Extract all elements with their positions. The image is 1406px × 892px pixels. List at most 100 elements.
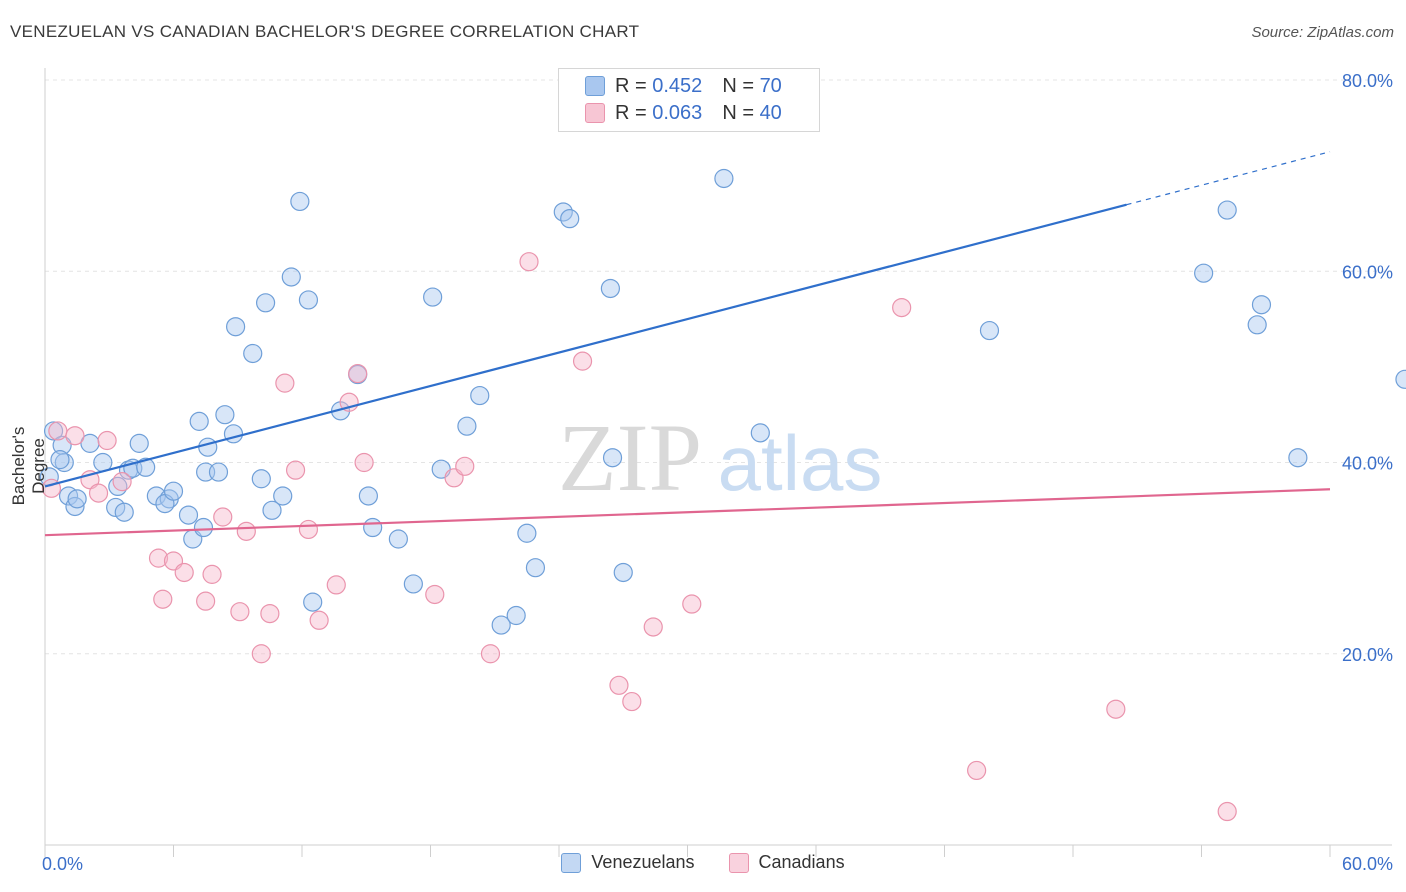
venezuelans-point: [251, 469, 271, 489]
venezuelans-trend-extension: [1126, 151, 1331, 206]
y-tick-label: 20.0%: [1342, 645, 1393, 665]
legend-r-label: R =: [615, 74, 653, 97]
y-tick-label: 60.0%: [1342, 262, 1393, 282]
legend-r-value-canadians: 0.063: [652, 101, 703, 124]
chart-source: Source: ZipAtlas.com: [1251, 24, 1394, 41]
y-axis-label: Bachelor's Degree: [9, 426, 48, 506]
legend-swatch-blue: [585, 76, 605, 96]
legend-row-canadians: R = 0.063 N = 40: [585, 100, 782, 126]
venezuelans-point: [43, 421, 64, 441]
venezuelans-point: [470, 385, 490, 406]
venezuelans-points: [39, 91, 1406, 635]
canadians-point: [65, 426, 85, 446]
venezuelans-point: [189, 411, 209, 431]
canadians-point: [455, 456, 475, 476]
venezuelans-point: [602, 448, 623, 468]
venezuelans-point: [1247, 315, 1267, 335]
canadians-point: [309, 610, 329, 630]
canadians-point: [892, 297, 912, 318]
venezuelans-point: [1251, 295, 1272, 315]
venezuelans-point: [358, 486, 378, 506]
canadians-point: [148, 548, 169, 568]
venezuelans-point: [517, 523, 537, 543]
legend-r-value-venezuelans: 0.452: [652, 74, 703, 97]
axes: [44, 68, 1392, 857]
canadians-point: [480, 644, 501, 664]
canadians-point: [682, 594, 702, 614]
venezuelans-point: [198, 437, 218, 457]
watermark-zip: ZIP: [558, 404, 702, 511]
canadians-point: [153, 589, 173, 609]
trend-lines: [44, 151, 1331, 537]
venezuelans-point: [363, 517, 383, 538]
canadians-point: [326, 575, 346, 595]
legend-n-label: N =: [722, 74, 760, 97]
venezuelans-point: [714, 168, 734, 189]
venezuelans-point: [1288, 448, 1308, 468]
venezuelans-point: [67, 489, 87, 509]
venezuelans-point: [457, 416, 477, 436]
series-legend-label-canadians: Canadians: [758, 852, 845, 872]
canadians-point: [967, 760, 987, 781]
venezuelans-point: [223, 424, 244, 444]
canadians-points: [41, 252, 1237, 822]
x-tick-label: 0.0%: [42, 854, 83, 874]
correlation-legend: R = 0.452 N = 70 R = 0.063 N = 40: [558, 68, 820, 132]
venezuelans-point: [506, 605, 526, 626]
canadians-point: [572, 351, 593, 371]
venezuelans-point: [65, 496, 85, 517]
canadians-point: [1106, 699, 1126, 719]
canadians-point: [298, 519, 319, 540]
canadians-point: [251, 644, 271, 664]
canadians-trend-line: [44, 488, 1331, 537]
canadians-point: [202, 564, 222, 584]
venezuelans-point: [208, 462, 229, 482]
series-swatch-pink: [728, 852, 749, 873]
series-swatch-blue: [561, 852, 582, 873]
canadians-point: [213, 507, 233, 527]
series-legend-label-venezuelans: Venezuelans: [591, 852, 695, 872]
venezuelans-point: [979, 320, 1000, 341]
venezuelans-point: [600, 278, 621, 299]
venezuelans-point: [129, 433, 149, 453]
venezuelans-point: [423, 287, 443, 307]
canadians-point: [112, 472, 132, 492]
series-legend-venezuelans: Venezuelans: [561, 852, 695, 873]
canadians-point: [174, 562, 194, 583]
venezuelans-point: [215, 405, 235, 425]
venezuelans-point: [1217, 200, 1237, 220]
series-legend: Venezuelans Canadians: [0, 852, 1406, 873]
venezuelans-point: [50, 450, 70, 470]
canadians-point: [354, 452, 374, 473]
legend-n-value-venezuelans: 70: [759, 74, 782, 97]
canadians-point: [275, 373, 295, 393]
venezuelans-point: [403, 574, 423, 594]
venezuelans-point: [136, 457, 156, 477]
venezuelans-point: [388, 529, 408, 549]
venezuelans-point: [298, 290, 319, 310]
canadians-point: [348, 363, 368, 384]
canadians-point: [230, 602, 250, 622]
series-legend-canadians: Canadians: [728, 852, 845, 873]
chart-title: VENEZUELAN VS CANADIAN BACHELOR'S DEGREE…: [10, 22, 640, 41]
y-tick-label: 80.0%: [1342, 71, 1393, 91]
canadians-point: [1217, 801, 1237, 822]
venezuelans-point: [1395, 369, 1406, 389]
venezuelans-point: [273, 486, 293, 506]
canadians-point: [285, 460, 306, 480]
venezuelans-point: [178, 505, 199, 525]
legend-swatch-pink: [585, 103, 605, 123]
canadians-point: [609, 675, 629, 695]
venezuelans-point: [226, 317, 246, 337]
canadians-point: [519, 252, 539, 272]
legend-n-label: N =: [722, 101, 760, 124]
canadians-point: [97, 430, 117, 451]
canadians-point: [196, 591, 216, 611]
tick-labels: 20.0% 40.0% 60.0% 80.0% 0.0% 60.0%: [42, 71, 1393, 874]
canadians-point: [88, 483, 109, 503]
venezuelans-point: [163, 481, 184, 501]
legend-r-label: R =: [615, 101, 653, 124]
y-tick-label: 40.0%: [1342, 454, 1393, 474]
venezuelans-point: [560, 209, 580, 229]
canadians-point: [622, 691, 642, 712]
